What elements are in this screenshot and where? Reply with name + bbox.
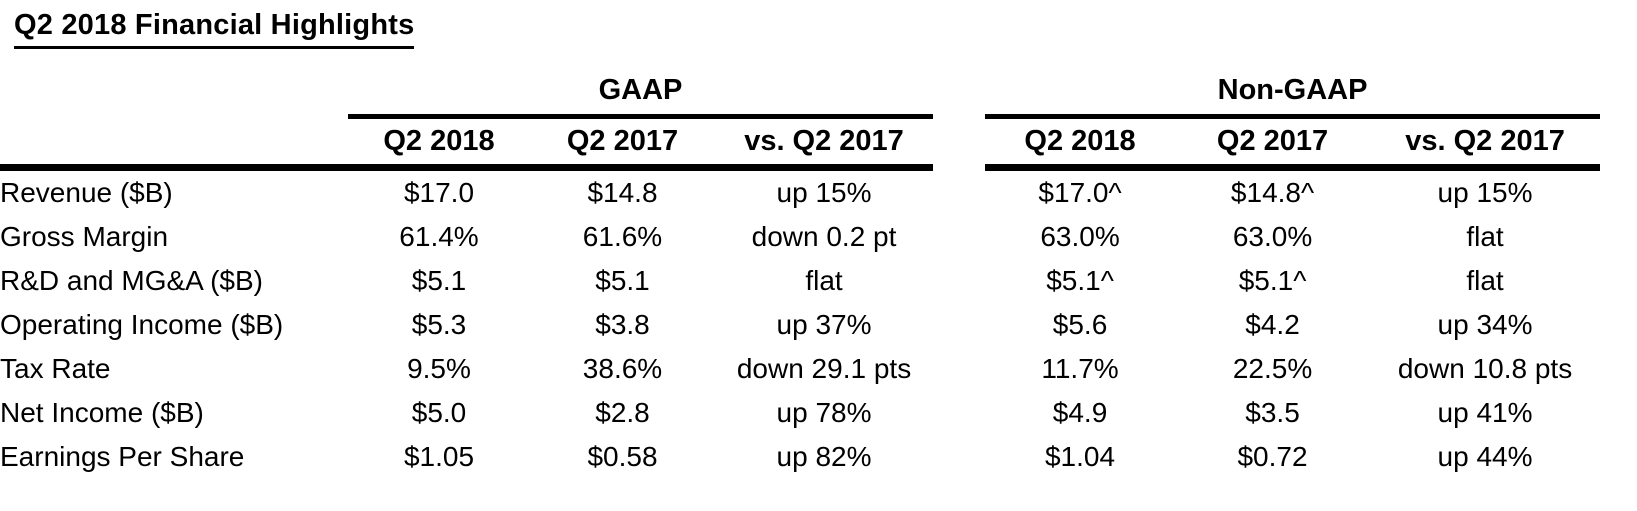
table-row-eps: Earnings Per Share $1.05 $0.58 up 82% $1…: [0, 435, 1600, 479]
value-cell: $1.04: [1044, 441, 1116, 472]
value-cell: 22.5%: [1232, 353, 1313, 384]
column-header-row: Q2 2018 Q2 2017 vs. Q2 2017 Q2 2018 Q2 2…: [0, 116, 1601, 171]
col-header-nongaap-q2-2018: Q2 2018: [985, 116, 1176, 171]
column-gap: [933, 303, 985, 347]
value-cell: $0.72: [1237, 441, 1308, 472]
column-gap: [933, 391, 985, 435]
value-cell: flat: [805, 265, 843, 296]
value-cell: down 0.2 pt: [751, 221, 897, 252]
table-row-tax-rate: Tax Rate 9.5% 38.6% down 29.1 pts 11.7% …: [0, 347, 1600, 391]
value-cell: $0.58: [587, 441, 658, 472]
table-row-gross-margin: Gross Margin 61.4% 61.6% down 0.2 pt 63.…: [0, 215, 1600, 259]
row-label: R&D and MG&A ($B): [0, 265, 263, 296]
group-header-row: GAAP Non-GAAP: [0, 60, 1601, 119]
value-cell: $14.8: [587, 177, 658, 208]
column-gap: [933, 435, 985, 479]
table-row-revenue: Revenue ($B) $17.0 $14.8 up 15% $17.0^ $…: [0, 168, 1600, 216]
value-cell: flat: [1466, 265, 1504, 296]
value-cell: up 82%: [776, 441, 872, 472]
col-header-gaap-vs-q2-2017: vs. Q2 2017: [715, 116, 934, 171]
value-cell: 61.4%: [399, 221, 479, 252]
value-cell: $5.0: [411, 397, 467, 428]
column-gap: [933, 347, 985, 391]
value-cell: $17.0: [403, 177, 475, 208]
value-cell: 11.7%: [1041, 353, 1119, 384]
value-cell: 61.6%: [582, 221, 663, 252]
row-label: Earnings Per Share: [0, 441, 245, 472]
value-cell: $5.1: [595, 265, 650, 296]
value-cell: 38.6%: [582, 353, 663, 384]
value-cell: $4.9: [1052, 397, 1108, 428]
value-cell: $17.0^: [1038, 177, 1122, 208]
financial-table: GAAP Non-GAAP Q2 2018 Q2 2017 vs. Q2 201…: [0, 60, 1601, 479]
row-label-spacer: [0, 116, 348, 171]
value-cell: up 78%: [776, 397, 872, 428]
value-cell: up 44%: [1437, 441, 1533, 472]
value-cell: 9.5%: [407, 353, 471, 384]
col-header-nongaap-q2-2017: Q2 2017: [1175, 116, 1371, 171]
value-cell: up 15%: [776, 177, 872, 208]
value-cell: $2.8: [595, 397, 650, 428]
value-cell: $3.5: [1245, 397, 1300, 428]
table-row-operating-income: Operating Income ($B) $5.3 $3.8 up 37% $…: [0, 303, 1600, 347]
value-cell: $1.05: [403, 441, 475, 472]
row-label: Net Income ($B): [0, 397, 204, 428]
column-gap: [933, 259, 985, 303]
value-cell: 63.0%: [1040, 221, 1120, 252]
row-label-spacer: [0, 60, 348, 117]
row-label: Tax Rate: [0, 353, 111, 384]
column-gap: [933, 60, 985, 117]
value-cell: down 29.1 pts: [736, 353, 912, 384]
row-label: Operating Income ($B): [0, 309, 284, 340]
value-cell: $5.1: [411, 265, 467, 296]
value-cell: down 10.8 pts: [1397, 353, 1573, 384]
col-header-gaap-q2-2018: Q2 2018: [348, 116, 530, 171]
value-cell: $5.3: [411, 309, 467, 340]
value-cell: up 34%: [1437, 309, 1533, 340]
col-header-gaap-q2-2017: Q2 2017: [530, 116, 715, 171]
row-label: Revenue ($B): [0, 177, 173, 208]
table-row-net-income: Net Income ($B) $5.0 $2.8 up 78% $4.9 $3…: [0, 391, 1600, 435]
value-cell: up 15%: [1437, 177, 1533, 208]
value-cell: $5.1^: [1046, 265, 1114, 296]
value-cell: $3.8: [595, 309, 650, 340]
value-cell: flat: [1466, 221, 1504, 252]
row-label: Gross Margin: [0, 221, 169, 252]
value-cell: up 37%: [776, 309, 872, 340]
value-cell: $5.6: [1052, 309, 1108, 340]
page-title: Q2 2018 Financial Highlights: [14, 9, 415, 49]
value-cell: up 41%: [1437, 397, 1533, 428]
value-cell: $4.2: [1245, 309, 1300, 340]
table-row-rd-mga: R&D and MG&A ($B) $5.1 $5.1 flat $5.1^ $…: [0, 259, 1600, 303]
column-gap: [933, 168, 985, 216]
value-cell: $5.1^: [1238, 265, 1307, 296]
column-gap: [933, 215, 985, 259]
group-header-gaap: GAAP: [348, 60, 934, 119]
col-header-nongaap-vs-q2-2017: vs. Q2 2017: [1370, 116, 1601, 171]
group-header-non-gaap: Non-GAAP: [985, 60, 1601, 119]
column-gap: [933, 117, 985, 168]
value-cell: $14.8^: [1230, 177, 1315, 208]
value-cell: 63.0%: [1232, 221, 1313, 252]
